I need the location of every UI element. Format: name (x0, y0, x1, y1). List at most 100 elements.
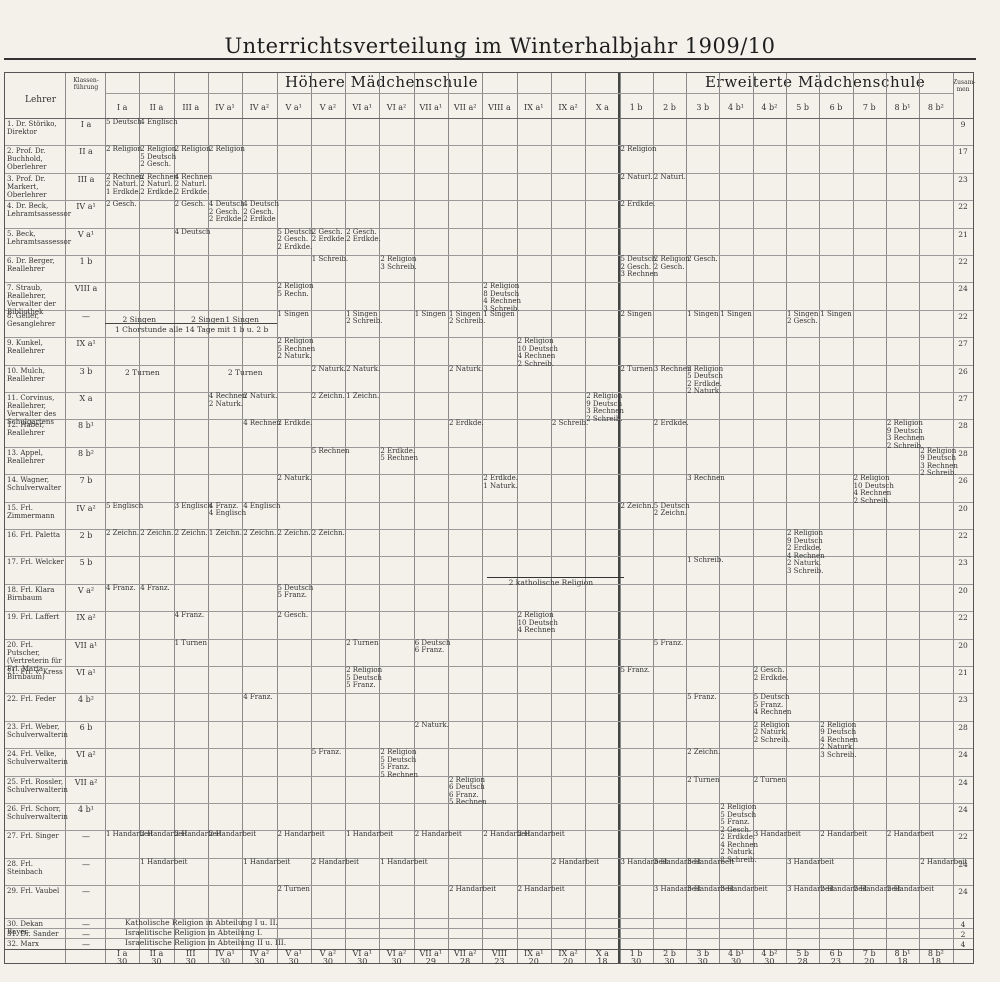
schedule-cell: 2 Religion 5 Deutsch 2 Erdkde. 2 Naturk. (687, 364, 724, 396)
footer-class-5: IV a² (249, 949, 270, 958)
column-header-13: IX a¹ (524, 103, 544, 112)
column-header-3: III a (182, 103, 200, 112)
column-header-22: 6 b (829, 103, 843, 112)
teacher-name: 4. Dr. Beck, Lehramtsassessor (7, 202, 72, 219)
schedule-cell: 4 Franz. (106, 583, 136, 592)
teacher-total: 9 (960, 120, 966, 129)
schedule-cell: 1 Handarbeit (140, 857, 188, 866)
total-header: Zusam-men (953, 79, 976, 93)
schedule-cell: 2 Turnen (687, 775, 720, 784)
teacher-name: 30. Dekan Bayer (7, 920, 44, 936)
teacher-total: 22 (958, 613, 968, 623)
teacher-name: 1. Dr. Störiko, Direktor (7, 120, 57, 136)
row-divider (5, 392, 973, 393)
col-divider (276, 73, 278, 963)
schedule-cell: 2 Naturk. (311, 364, 346, 373)
schedule-cell: 2 Religion 9 Deutsch 3 Rechnen 2 Schreib… (886, 419, 925, 450)
column-header-20: 4 b² (761, 103, 778, 112)
lehrer-header: Lehrer (25, 95, 57, 105)
teacher-total: 24 (958, 887, 968, 897)
teacher-name: 29. Frl. Vaubel (7, 887, 60, 896)
teacher-total: 27 (958, 339, 968, 349)
schedule-cell: 4 Rechnen (243, 419, 281, 428)
col-divider (819, 73, 821, 963)
row-divider (5, 638, 973, 640)
col-divider (752, 73, 754, 963)
schedule-cell: 2 Naturk. (414, 720, 449, 729)
schedule-cell: 2 Zeichn. (140, 529, 174, 537)
class-assignment: 3 b (79, 366, 93, 376)
column-header-21: 5 b (796, 103, 810, 112)
teacher-name: 6. Dr. Berger, Reallehrer (7, 257, 55, 273)
schedule-cell: 2 Religion 9 Deutsch 3 Rechnen 2 Schreib… (920, 446, 958, 478)
klassenfuehrung-header: Klassen-führung (73, 77, 99, 91)
teacher-total: 24 (958, 284, 968, 294)
schedule-cell: 2 Religion (106, 145, 143, 154)
schedule-cell: 2 Gesch. (106, 200, 137, 209)
row-divider (5, 529, 973, 530)
schedule-cell: 3 Handarbeit (653, 885, 701, 894)
column-header-5: IV a² (249, 103, 270, 112)
class-assignment: IV a² (76, 503, 96, 513)
footer-total-3: 30 (185, 957, 196, 966)
footer-total-23: 20 (864, 957, 875, 966)
col-divider (919, 73, 921, 963)
teacher-name: 17. Frl. Welcker (7, 558, 64, 567)
schedule-cell: 2 Handarbeit (174, 830, 222, 839)
class-assignment: V a¹ (77, 229, 95, 239)
schedule-cell: 2 Handarbeit (853, 885, 901, 894)
col-divider (550, 73, 552, 963)
schedule-cell: 2 Religion 6 Deutsch 6 Franz. 5 Rechnen (449, 775, 487, 807)
row-divider (5, 172, 973, 174)
teacher-total: 22 (958, 257, 968, 266)
column-header-15: X a (595, 103, 609, 112)
teacher-name: 25. Frl. Rossler, Schulverwalterin (7, 777, 68, 794)
footer-total-24: 18 (897, 957, 908, 966)
teacher-name: 3. Prof. Dr. Markert, Oberlehrer (7, 174, 47, 199)
footer-class-3: III (186, 949, 196, 958)
col-divider (207, 73, 209, 963)
row-divider (5, 830, 973, 832)
footer-class-20: 4 b² (761, 949, 778, 958)
column-header-14: IX a² (558, 103, 578, 112)
section-hoehere: Höhere Mädchenschule (285, 73, 479, 91)
row-divider (5, 693, 973, 695)
schedule-cell: 3 Handarbeit (787, 885, 835, 894)
schedule-cell: 5 Franz. (620, 666, 650, 674)
religion-note: Katholische Religion in Abteilung I u. I… (125, 918, 278, 927)
schedule-cell: 2 Erdkde. (277, 419, 313, 428)
footer-class-14: IX a² (558, 949, 578, 958)
footer-total-18: 30 (697, 957, 708, 966)
schedule-cell: 2 Naturl. (620, 172, 653, 181)
row-divider (5, 748, 973, 750)
footer-total-22: 23 (830, 957, 842, 966)
schedule-cell: 2 Handarbeit (886, 830, 935, 839)
schedule-cell: 2 Gesch. (277, 611, 309, 620)
row-divider (5, 885, 973, 887)
schedule-cell: 2 Religion 8 Deutsch 4 Rechnen 3 Schreib… (483, 282, 521, 313)
footer-class-10: VII a¹ (419, 949, 443, 958)
col-divider (242, 73, 244, 963)
footer-class-11: VII a² (453, 949, 477, 958)
footer-class-22: 6 b (829, 949, 843, 958)
footer-total-5: 30 (254, 957, 265, 966)
class-assignment: 7 b (79, 476, 93, 486)
schedule-cell: 2 Gesch. 2 Erdkde. (753, 666, 789, 682)
schedule-cell: 3 Handarbeit (787, 857, 835, 866)
footer-total-2: 30 (151, 957, 162, 966)
schedule-cell: 2 Handarbeit (551, 857, 600, 866)
col-divider (516, 73, 518, 963)
teacher-name: 12. Haber, Reallehrer (7, 421, 45, 438)
footer-total-4: 30 (219, 957, 231, 966)
teacher-name: 26. Frl. Schorr, Schulverwalterin (7, 805, 68, 821)
col-divider (345, 73, 347, 963)
class-assignment: IV a¹ (76, 202, 96, 212)
col-divider (448, 73, 449, 963)
class-assignment: 5 b (79, 558, 93, 568)
schedule-cell: 2 Religion 9 Deutsch 4 Rechnen 2 Naturk.… (820, 720, 858, 759)
footer-total-11: 28 (460, 957, 471, 966)
column-header-10: VII a¹ (419, 103, 443, 112)
teacher-name: 24. Frl. Velke, Schulverwalterin (7, 750, 68, 767)
footer-total-16: 30 (631, 957, 642, 966)
schedule-cell: 2 Singen (620, 309, 652, 318)
